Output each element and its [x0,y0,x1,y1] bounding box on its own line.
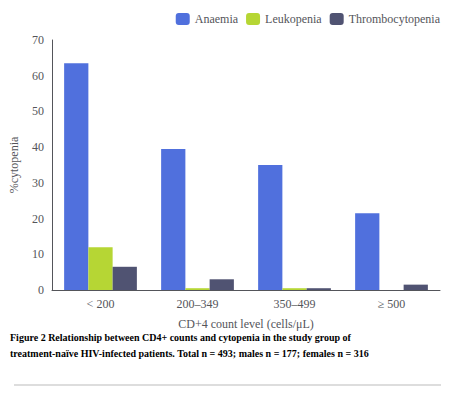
svg-text:Anaemia: Anaemia [195,12,239,26]
svg-text:0: 0 [38,283,44,297]
svg-text:treatment-naïve HIV-infected p: treatment-naïve HIV-infected patients. T… [10,348,369,359]
svg-text:Leukopenia: Leukopenia [265,12,322,26]
svg-text:350–499: 350–499 [274,297,316,311]
svg-text:40: 40 [32,140,44,154]
svg-text:Thrombocytopenia: Thrombocytopenia [349,12,441,26]
svg-text:200–349: 200–349 [177,297,219,311]
svg-text:< 200: < 200 [87,297,115,311]
svg-text:20: 20 [32,212,44,226]
svg-text:10: 10 [32,247,44,261]
svg-text:Figure 2 Relationship between: Figure 2 Relationship between CD4+ count… [10,332,352,343]
svg-text:≥ 500: ≥ 500 [378,297,406,311]
svg-text:50: 50 [32,104,44,118]
svg-text:CD+4 count level (cells/μL): CD+4 count level (cells/μL) [178,317,314,331]
svg-text:70: 70 [32,33,44,47]
svg-text:30: 30 [32,176,44,190]
svg-text:%cytopenia: %cytopenia [7,136,21,193]
svg-text:60: 60 [32,69,44,83]
